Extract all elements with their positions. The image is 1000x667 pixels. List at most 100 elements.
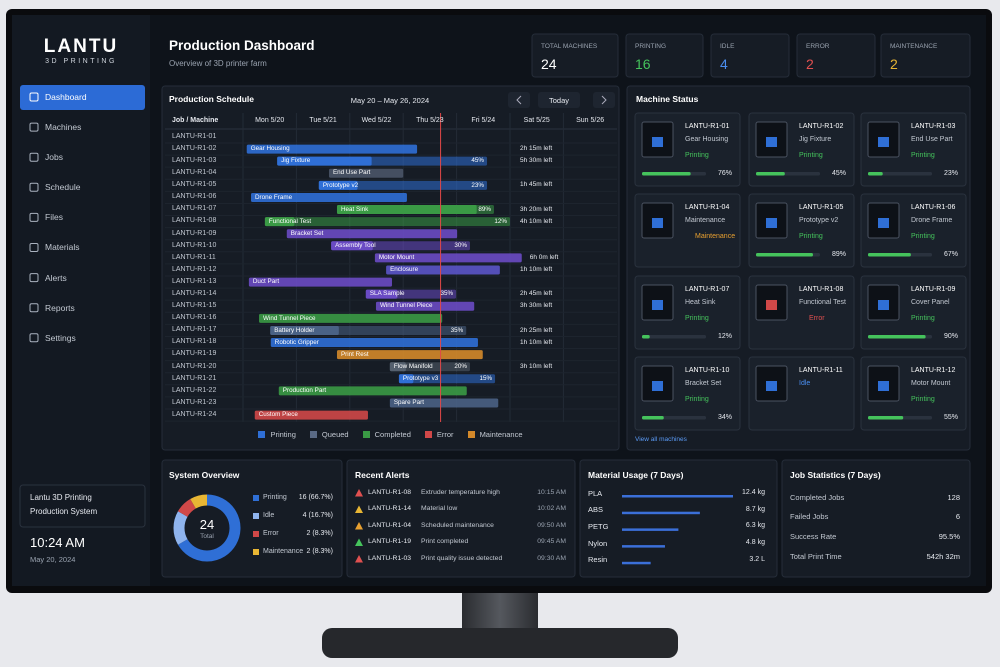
machine-id: LANTU-R1-13 [172,277,217,285]
legend-item: Completed [362,430,411,439]
nav-item[interactable]: Schedule [45,182,81,193]
gantt-bar [398,374,496,384]
nav-item[interactable]: Materials [45,242,80,253]
machine-name: LANTU-R1-09 [911,285,956,293]
gantt-progress [331,241,373,251]
panel-title: System Overview [169,469,240,480]
remaining-time: 3h 10m left [520,362,553,370]
machine-status: Printing [685,395,709,403]
material-name: Nylon [588,538,608,548]
kpi-value: 16 [635,55,651,72]
job-label: Prototype v2 [322,181,359,189]
progress-label: 76% [717,169,732,177]
machine-name: LANTU-R1-10 [685,366,730,374]
legend-label: Printing [263,493,287,501]
today-button[interactable] [538,92,580,108]
usage-bar [622,511,700,515]
legend-swatch [253,549,259,555]
legend-swatch [467,431,475,438]
prev-button[interactable] [508,92,530,108]
machine-id: LANTU-R1-24 [172,410,217,418]
machine-id: LANTU-R1-06 [172,193,217,201]
gantt-progress [264,217,295,227]
progress-fill [868,172,883,176]
machine-status: Maintenance [695,232,736,240]
material-usage: 4.8 kg [745,538,765,546]
legend-value: 2 (8.3%) [306,529,333,537]
next-button[interactable] [593,92,615,108]
progress-fill [642,416,664,420]
nav-item[interactable]: Jobs [45,152,63,163]
legend-label: Queued [321,430,349,439]
panel-title: Job Statistics (7 Days) [790,469,881,480]
gantt-bar [336,350,483,360]
nav-item[interactable]: Files [45,212,63,223]
panel-title: Machine Status [636,93,699,104]
kpi-label: MAINTENANCE [890,43,938,51]
remaining-time: 2h 15m left [520,145,553,153]
machine-name: LANTU-R1-12 [911,366,956,374]
progress-label: 90% [943,332,958,340]
usage-bar [622,528,679,531]
legend-swatch [424,431,432,438]
legend-value: 4 (16.7%) [302,511,333,519]
alert-machine: LANTU-R1-04 [368,521,412,529]
machine-status: Printing [911,314,935,322]
donut-segment [177,498,197,518]
nav-item[interactable]: Alerts [45,272,67,283]
sidebar [12,15,150,586]
gantt-bar [270,338,478,348]
printer-part [652,218,663,228]
legend-swatch [253,495,259,501]
progress-label: 89% [831,250,846,258]
job-label: Robotic Gripper [274,338,319,346]
nav-item[interactable]: Settings [45,332,76,343]
legend-label: Maintenance [479,430,523,439]
legend-item: Printing [258,430,296,439]
kpi-label: ERROR [806,43,830,51]
usage-bar [622,545,665,548]
remaining-time: 6h 0m left [529,254,559,261]
alert-message: Print quality issue detected [421,554,503,562]
nav-item[interactable]: Dashboard [45,91,87,102]
machine-job: Prototype v2 [799,216,839,224]
nav-item[interactable]: Reports [45,302,75,313]
gantt-bar [374,253,522,263]
job-label: Heat Sink [340,205,369,213]
gantt-bar [375,301,475,311]
machine-id: LANTU-R1-23 [172,398,217,406]
day-header: Mon 5/20 [255,116,285,124]
today-button-label[interactable]: Today [548,95,570,105]
legend-label: Error [436,430,454,439]
sidebar-footer-title: Lantu 3D Printing [30,493,92,503]
donut-segment [190,494,208,509]
remaining-time: 1h 10m left [520,266,553,274]
view-all-link[interactable]: View all machines [635,436,687,444]
machine-status: Printing [685,314,709,322]
materials-panel [579,459,778,578]
job-label: Wind Tunnel Piece [379,302,433,310]
gantt-bar [386,265,500,275]
job-label: Enclosure [390,266,419,274]
sidebar-footer-sub: Production System [30,507,98,517]
printer-part [766,218,777,228]
remaining-time: 3h 30m left [520,302,553,310]
legend-label: Maintenance [263,547,304,555]
gantt-progress [398,374,414,384]
alert-time: 09:30 AM [537,554,566,562]
machine-job: Maintenance [685,216,726,224]
progress-fill [868,253,911,257]
machine-name: LANTU-R1-05 [799,203,844,211]
machine-id: LANTU-R1-10 [172,241,217,249]
progress-label: 23% [943,169,958,177]
machine-id: LANTU-R1-14 [172,289,217,297]
machine-id: LANTU-R1-18 [172,338,217,346]
machine-status: Printing [911,232,935,240]
machine-id: LANTU-R1-05 [172,181,217,189]
kpi-card [531,33,619,78]
clock-date: May 20, 2024 [30,554,76,564]
nav-item[interactable]: Machines [45,122,82,132]
nav-icon [29,273,39,283]
job-label: End Use Part [332,169,371,177]
